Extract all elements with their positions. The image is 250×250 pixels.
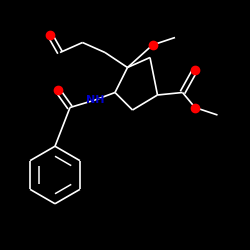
Text: NH: NH [86,95,104,105]
